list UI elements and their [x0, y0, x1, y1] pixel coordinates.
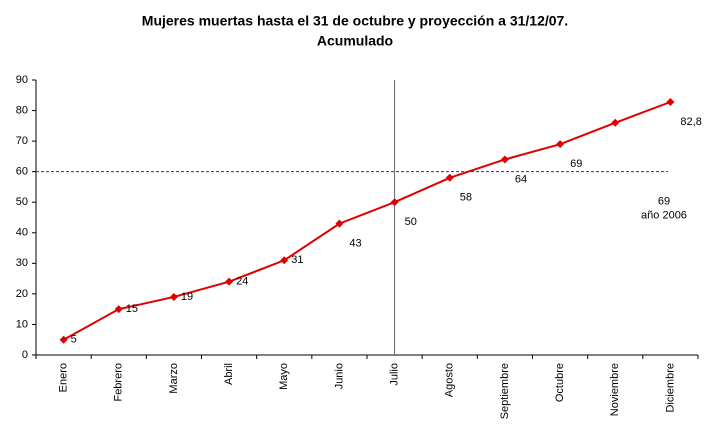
marker	[280, 256, 289, 265]
y-tick-label: 70	[16, 135, 28, 147]
x-tick-label: Noviembre	[609, 363, 621, 416]
marker	[59, 335, 68, 344]
y-tick-label: 50	[16, 196, 28, 208]
marker	[611, 118, 620, 127]
y-tick-label: 60	[16, 166, 28, 178]
y-tick-label: 80	[16, 104, 28, 116]
data-label: 24	[236, 276, 248, 288]
marker	[225, 277, 234, 286]
data-label: 43	[349, 238, 361, 250]
y-tick-label: 10	[16, 318, 28, 330]
marker	[114, 305, 123, 314]
marker	[666, 98, 675, 106]
x-tick-label: Junio	[333, 363, 345, 389]
data-label: 58	[460, 192, 472, 204]
data-label: 82,8	[680, 116, 701, 128]
x-tick-label: Febrero	[113, 363, 125, 402]
data-label: 69	[570, 158, 582, 170]
x-tick-label: Julio	[388, 363, 400, 386]
y-tick-label: 20	[16, 288, 28, 300]
reference-label: año 2006	[641, 210, 687, 222]
reference-label: 69	[658, 196, 670, 208]
data-label: 50	[405, 216, 417, 228]
data-label: 5	[71, 334, 77, 346]
data-label: 15	[126, 303, 138, 315]
data-label: 19	[181, 291, 193, 303]
series-line	[63, 101, 671, 341]
x-tick-label: Diciembre	[664, 363, 676, 413]
marker	[169, 292, 178, 301]
data-label: 64	[515, 173, 527, 185]
marker	[390, 198, 399, 207]
marker	[556, 140, 565, 149]
y-tick-label: 90	[16, 74, 28, 86]
y-tick-label: 40	[16, 227, 28, 239]
y-tick-label: 30	[16, 257, 28, 269]
x-tick-label: Marzo	[168, 363, 180, 394]
chart-subtitle: Acumulado	[317, 33, 393, 49]
x-tick-label: Mayo	[278, 363, 290, 390]
x-tick-label: Octubre	[554, 363, 566, 402]
x-tick-label: Agosto	[444, 363, 456, 397]
marker	[500, 155, 509, 164]
y-tick-label: 0	[22, 349, 28, 361]
x-tick-label: Abril	[223, 363, 235, 385]
x-tick-label: Septiembre	[499, 363, 511, 419]
x-tick-label: Enero	[57, 363, 69, 392]
data-label: 31	[291, 254, 303, 266]
marker	[445, 173, 454, 182]
marker	[335, 219, 344, 228]
chart-title: Mujeres muertas hasta el 31 de octubre y…	[142, 13, 568, 29]
